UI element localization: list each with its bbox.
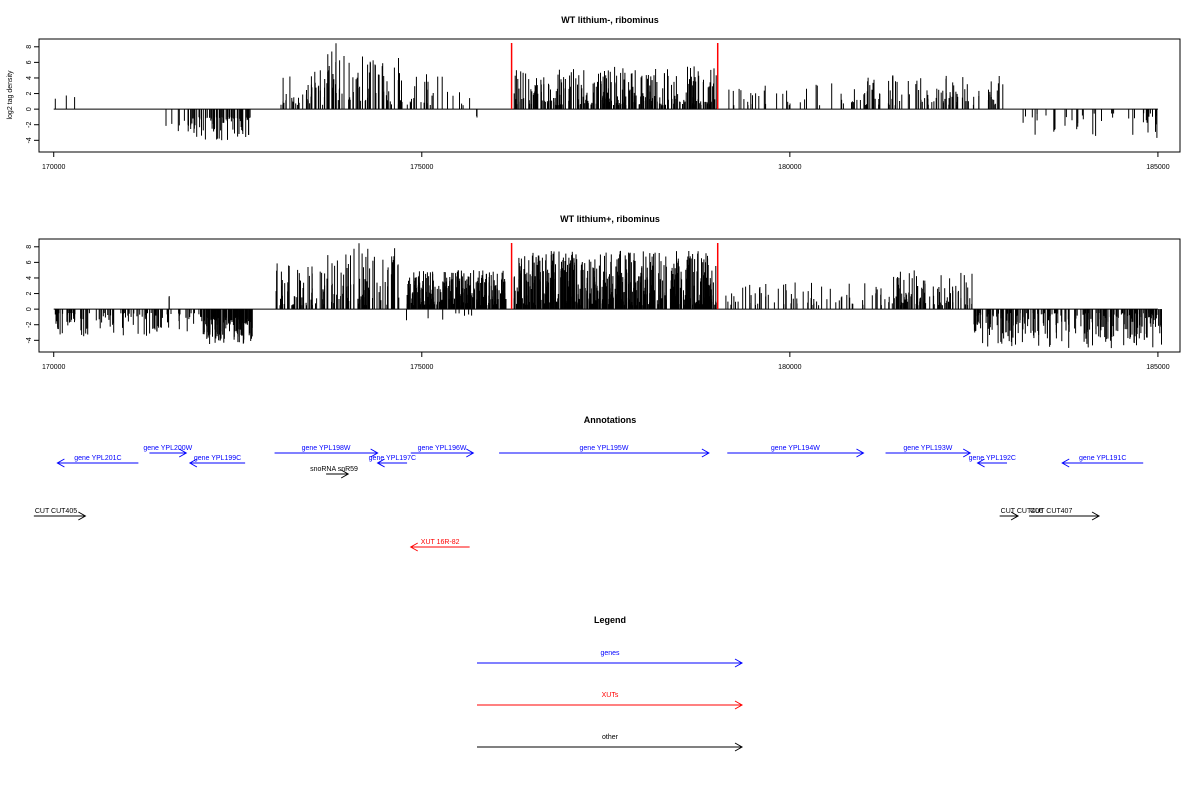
feature-arrow: gene YPL201C [56,455,139,468]
signal-bars [53,43,1158,141]
feature-arrow: gene YPL200W [143,445,193,458]
y-tick-label: 8 [26,245,33,249]
x-axis: 170000 175000 180000 185000 [42,352,1170,371]
x-tick-label: 175000 [410,164,433,171]
y-tick-label: 6 [26,60,33,64]
feature-arrow: gene YPL199C [188,455,246,468]
track-panel-lithium-minus: WT lithium-, ribominus log2 tag density … [7,15,1181,171]
legend-label: genes [600,650,620,657]
feature-label: gene YPL200W [143,445,192,452]
feature-label: CUT CUT407 [1030,508,1072,515]
feature-label: gene YPL199C [194,455,241,462]
legend-label: other [602,734,619,741]
feature-label: CUT CUT405 [35,508,77,515]
y-tick-label: 6 [26,260,33,264]
y-tick-label: 0 [26,107,33,111]
region-markers [510,43,719,110]
feature-label: gene YPL201C [74,455,121,462]
y-axis-label: log2 tag density [7,70,14,120]
annotations-title: Annotations [584,415,637,425]
feature-arrow: gene YPL194W [727,445,865,458]
feature-arrow: CUT CUT405 [33,508,87,521]
y-tick-label: -2 [26,122,33,128]
y-tick-label: -4 [26,137,33,143]
feature-label: gene YPL191C [1079,455,1126,462]
feature-arrow: gene YPL195W [499,445,710,458]
feature-arrow: XUT 16R-82 [409,539,470,552]
feature-arrow: snoRNA snR59 [310,466,358,479]
feature-label: gene YPL194W [771,445,820,452]
feature-arrow: gene YPL198W [274,445,379,458]
y-tick-label: -2 [26,322,33,328]
y-tick-label: 4 [26,276,33,280]
signal-bars [53,243,1162,349]
feature-arrow: gene YPL193W [885,445,972,458]
legend-item: other [477,734,744,752]
y-tick-label: 2 [26,92,33,96]
x-tick-label: 185000 [1146,164,1169,171]
legend: Legend genes XUTs other [477,615,744,752]
y-tick-label: 0 [26,307,33,311]
feature-label: gene YPL196W [418,445,467,452]
feature-label: gene YPL197C [369,455,416,462]
feature-label: CUT CUT406 [1001,508,1043,515]
legend-item: genes [477,650,744,668]
x-axis: 170000 175000 180000 185000 [42,152,1170,171]
y-axis: -4 -2 0 2 4 6 8 [26,45,39,143]
plot-frame [38,38,1181,153]
panel-title: WT lithium+, ribominus [560,214,660,224]
x-tick-label: 185000 [1146,364,1169,371]
y-axis: -4 -2 0 2 4 6 8 [26,245,39,343]
feature-arrow: gene YPL191C [1061,455,1144,468]
feature-label: gene YPL195W [580,445,629,452]
x-tick-label: 175000 [410,364,433,371]
feature-arrow: gene YPL197C [369,455,416,468]
feature-label: gene YPL198W [302,445,351,452]
region-markers [510,243,719,310]
y-tick-label: -4 [26,337,33,343]
feature-label: snoRNA snR59 [310,466,358,473]
y-tick-label: 4 [26,76,33,80]
y-tick-label: 8 [26,45,33,49]
x-tick-label: 170000 [42,364,65,371]
legend-items: genes XUTs other [477,650,744,752]
legend-item: XUTs [477,692,744,710]
legend-title: Legend [594,615,626,625]
x-tick-label: 180000 [778,164,801,171]
plot-frame [38,238,1181,353]
y-tick-label: 2 [26,292,33,296]
x-tick-label: 180000 [778,364,801,371]
x-tick-label: 170000 [42,164,65,171]
feature-arrow: gene YPL196W [410,445,475,458]
feature-arrow: gene YPL192C [969,455,1016,468]
feature-arrow: CUT CUT406 [999,508,1043,521]
panel-title: WT lithium-, ribominus [561,15,659,25]
legend-label: XUTs [602,692,619,699]
feature-label: XUT 16R-82 [421,539,460,546]
feature-label: gene YPL193W [903,445,952,452]
feature-label: gene YPL192C [969,455,1016,462]
feature-arrow: CUT CUT407 [1029,508,1101,521]
